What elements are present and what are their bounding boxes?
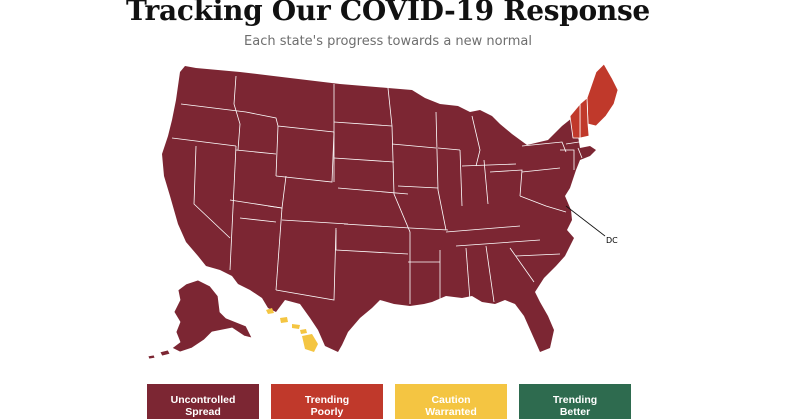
state-hawaii[interactable]	[266, 308, 318, 352]
state-alaska[interactable]	[171, 279, 253, 353]
state-vermont[interactable]	[569, 103, 581, 139]
page-title: Tracking Our COVID-19 Response	[126, 0, 650, 27]
contiguous-us-landmass	[162, 66, 596, 352]
page-subtitle: Each state's progress towards a new norm…	[244, 34, 532, 49]
dc-callout-line	[565, 205, 606, 237]
dc-label: DC	[606, 236, 618, 245]
legend-item-caution-warranted[interactable]: Caution Warranted	[395, 384, 507, 419]
legend-item-trending-better[interactable]: Trending Better	[519, 384, 631, 419]
legend-item-uncontrolled-spread[interactable]: Uncontrolled Spread	[147, 384, 259, 419]
state-maine[interactable]	[586, 63, 619, 127]
state-borders	[171, 75, 593, 304]
state-alaska-islands	[147, 349, 171, 360]
legend: Uncontrolled Spread Trending Poorly Caut…	[147, 384, 631, 419]
legend-item-trending-poorly[interactable]: Trending Poorly	[271, 384, 383, 419]
